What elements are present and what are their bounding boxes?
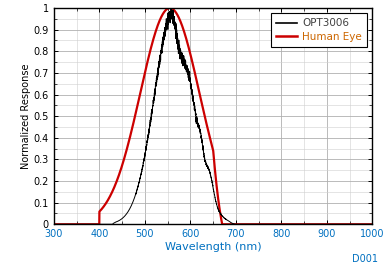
Y-axis label: Normalized Response: Normalized Response [21, 63, 31, 169]
X-axis label: Wavelength (nm): Wavelength (nm) [165, 242, 262, 252]
Text: D001: D001 [352, 254, 378, 264]
Legend: OPT3006, Human Eye: OPT3006, Human Eye [271, 13, 367, 47]
